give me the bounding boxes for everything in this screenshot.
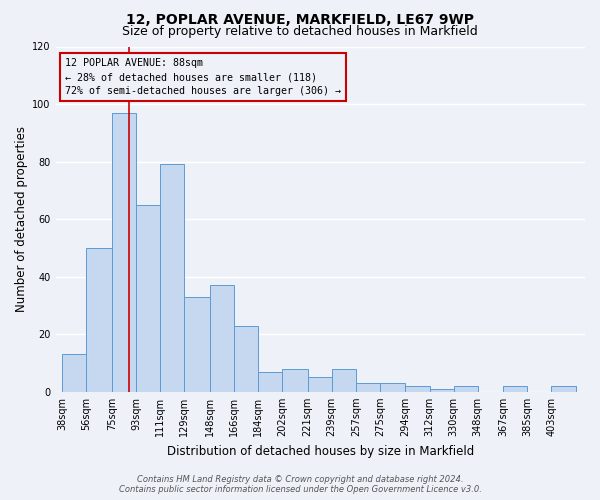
Bar: [551, 386, 575, 392]
X-axis label: Distribution of detached houses by size in Markfield: Distribution of detached houses by size …: [167, 444, 474, 458]
Bar: [380, 383, 406, 392]
Bar: [430, 389, 454, 392]
Bar: [454, 386, 478, 392]
Text: 12 POPLAR AVENUE: 88sqm
← 28% of detached houses are smaller (118)
72% of semi-d: 12 POPLAR AVENUE: 88sqm ← 28% of detache…: [65, 58, 341, 96]
Bar: [136, 205, 160, 392]
Bar: [282, 369, 308, 392]
Text: 12, POPLAR AVENUE, MARKFIELD, LE67 9WP: 12, POPLAR AVENUE, MARKFIELD, LE67 9WP: [126, 12, 474, 26]
Bar: [112, 112, 136, 392]
Bar: [308, 378, 332, 392]
Text: Contains HM Land Registry data © Crown copyright and database right 2024.
Contai: Contains HM Land Registry data © Crown c…: [119, 474, 481, 494]
Bar: [356, 383, 380, 392]
Bar: [332, 369, 356, 392]
Bar: [258, 372, 282, 392]
Bar: [234, 326, 258, 392]
Bar: [184, 297, 209, 392]
Text: Size of property relative to detached houses in Markfield: Size of property relative to detached ho…: [122, 25, 478, 38]
Bar: [62, 354, 86, 392]
Bar: [160, 164, 184, 392]
Bar: [209, 286, 234, 392]
Y-axis label: Number of detached properties: Number of detached properties: [15, 126, 28, 312]
Bar: [406, 386, 430, 392]
Bar: [86, 248, 112, 392]
Bar: [503, 386, 527, 392]
